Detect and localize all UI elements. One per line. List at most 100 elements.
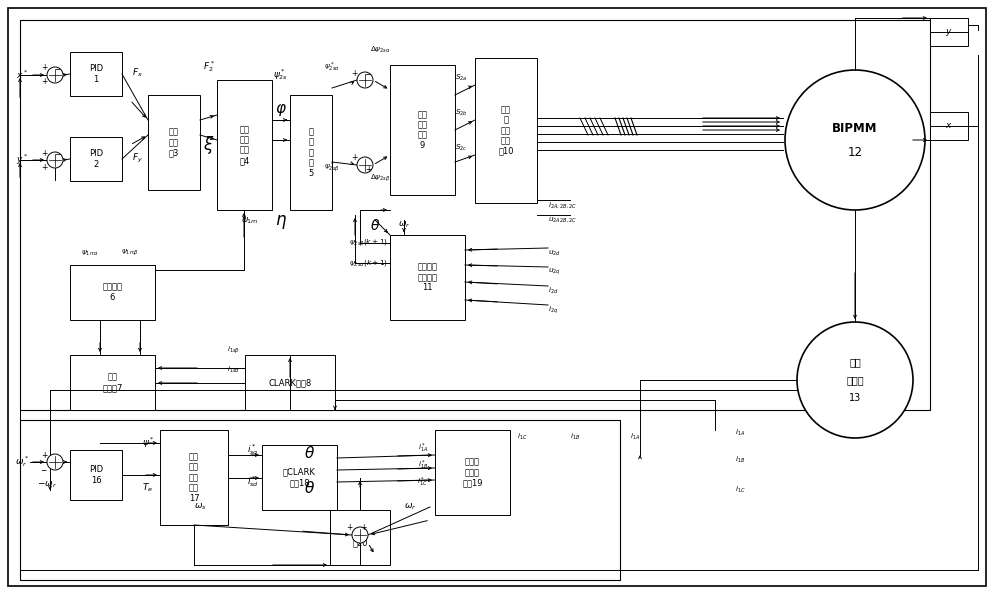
Bar	[148, 95, 200, 190]
Text: $\omega_r^*$: $\omega_r^*$	[15, 454, 29, 469]
Text: +: +	[41, 451, 47, 460]
Text: $u_{2d}$: $u_{2d}$	[548, 248, 561, 257]
Text: $S_{2b}$: $S_{2b}$	[455, 108, 468, 118]
Bar	[70, 450, 122, 500]
Text: $i_{sd}^*$: $i_{sd}^*$	[247, 475, 259, 490]
Text: $i_{1A}$: $i_{1A}$	[630, 432, 640, 442]
Text: $\omega_r$: $\omega_r$	[398, 220, 410, 230]
Text: $\psi_{1m\beta}$: $\psi_{1m\beta}$	[121, 248, 139, 259]
Text: $i_{sq}^*$: $i_{sq}^*$	[247, 442, 259, 458]
Text: $-$: $-$	[54, 149, 62, 158]
Text: 反CLARK
变换18: 反CLARK 变换18	[283, 468, 316, 487]
Text: $\psi_{2s\alpha}^*$: $\psi_{2s\alpha}^*$	[324, 60, 340, 73]
Text: $\varphi$: $\varphi$	[275, 102, 287, 118]
Bar	[930, 18, 968, 46]
Text: 两电
平
三相
逆变
器10: 两电 平 三相 逆变 器10	[498, 105, 514, 156]
Bar	[20, 20, 930, 410]
Text: CLARK变换8: CLARK变换8	[268, 378, 312, 387]
Bar	[262, 445, 337, 510]
Text: $i_{1s\alpha}$: $i_{1s\alpha}$	[227, 365, 240, 375]
Text: 悬浮
力计
算模
块4: 悬浮 力计 算模 块4	[239, 125, 250, 165]
Text: 矢量合成
6: 矢量合成 6	[103, 283, 122, 302]
Text: $u_{2A2B,2C}$: $u_{2A2B,2C}$	[548, 216, 577, 224]
Text: $i_{2d}$: $i_{2d}$	[548, 286, 558, 296]
Text: 积分
器20: 积分 器20	[352, 528, 368, 547]
Bar	[20, 420, 620, 580]
Bar	[330, 510, 390, 565]
Text: $\eta$: $\eta$	[275, 213, 287, 231]
Text: $\psi_{2s}^*$: $\psi_{2s}^*$	[273, 67, 289, 82]
Text: PID
2: PID 2	[89, 149, 103, 169]
Text: +: +	[365, 165, 371, 174]
Bar	[435, 430, 510, 515]
Text: +: +	[351, 153, 357, 162]
Text: $\omega_s$: $\omega_s$	[194, 501, 206, 512]
Text: 悬浮绕组
磁链预测
11: 悬浮绕组 磁链预测 11	[418, 263, 438, 293]
Bar	[290, 95, 332, 210]
Bar	[245, 355, 335, 410]
Text: $-\omega_r$: $-\omega_r$	[37, 480, 57, 490]
Text: $y^*$: $y^*$	[16, 153, 28, 167]
Bar	[930, 112, 968, 140]
Text: $i_{1B}$: $i_{1B}$	[570, 432, 580, 442]
Text: $i_{2q}$: $i_{2q}$	[548, 304, 558, 316]
Text: $i_{1A}^*$: $i_{1A}^*$	[418, 441, 428, 455]
Bar	[475, 58, 537, 203]
Text: $y$: $y$	[945, 26, 953, 38]
Text: PID
16: PID 16	[89, 465, 103, 485]
Text: 13: 13	[849, 393, 861, 403]
Circle shape	[47, 454, 63, 470]
Text: +: +	[41, 149, 47, 158]
Text: 电流调
节型逆
变器19: 电流调 节型逆 变器19	[462, 457, 483, 487]
Text: $\psi_{2s\alpha}(k+1)$: $\psi_{2s\alpha}(k+1)$	[349, 258, 388, 268]
Text: $\Delta\psi_{2s\beta}$: $\Delta\psi_{2s\beta}$	[370, 173, 390, 184]
Text: $\xi$: $\xi$	[203, 134, 215, 156]
Text: $\theta$: $\theta$	[304, 445, 316, 461]
Text: 极坐
标变
换3: 极坐 标变 换3	[169, 128, 179, 158]
Circle shape	[47, 67, 63, 83]
Bar	[70, 52, 122, 96]
Text: $i_{2A,2B,2C}$: $i_{2A,2B,2C}$	[548, 200, 577, 210]
Text: $x$: $x$	[945, 122, 953, 131]
Text: $S_{2a}$: $S_{2a}$	[455, 73, 468, 83]
Text: $\Delta\psi_{2s\alpha}$: $\Delta\psi_{2s\alpha}$	[370, 45, 390, 55]
Text: $\psi_{2s\beta}^*$: $\psi_{2s\beta}^*$	[324, 161, 340, 176]
Text: $u_{2q}$: $u_{2q}$	[548, 267, 561, 277]
Bar	[70, 137, 122, 181]
Text: PID
1: PID 1	[89, 64, 103, 84]
Circle shape	[352, 527, 368, 543]
Text: $\psi_{2s\beta}(k+1)$: $\psi_{2s\beta}(k+1)$	[349, 237, 388, 249]
Text: 编码器: 编码器	[846, 375, 864, 385]
Text: $\theta$: $\theta$	[304, 480, 316, 496]
Text: BIPMM: BIPMM	[832, 122, 878, 134]
Circle shape	[357, 157, 373, 173]
Text: $S_{2c}$: $S_{2c}$	[455, 143, 468, 153]
Bar	[70, 265, 155, 320]
Text: $F_2^*$: $F_2^*$	[203, 60, 215, 75]
Text: $F_y$: $F_y$	[132, 152, 144, 165]
Text: 气隙
磁场
定向
控制
17: 气隙 磁场 定向 控制 17	[189, 452, 199, 503]
Text: $-$: $-$	[54, 63, 62, 72]
Text: 光电: 光电	[849, 357, 861, 367]
Text: 坐
标
变
换
5: 坐 标 变 换 5	[308, 127, 314, 178]
Bar	[70, 355, 155, 410]
Bar	[160, 430, 228, 525]
Text: +: +	[360, 524, 366, 533]
Text: $i_{1C}$: $i_{1C}$	[735, 485, 746, 495]
Text: +: +	[351, 69, 357, 78]
Text: $-$: $-$	[364, 69, 372, 78]
Text: $\psi_{1m}$: $\psi_{1m}$	[241, 214, 259, 226]
Text: $F_x$: $F_x$	[132, 67, 144, 79]
Text: $i_{1C}$: $i_{1C}$	[517, 432, 528, 442]
Text: $i_{1B}^*$: $i_{1B}^*$	[418, 458, 428, 472]
Text: 目标
函数
寻优
9: 目标 函数 寻优 9	[418, 110, 428, 150]
Text: +: +	[41, 162, 47, 171]
Text: $\theta$: $\theta$	[370, 217, 380, 232]
Bar	[217, 80, 272, 210]
Text: $i_{1C}^*$: $i_{1C}^*$	[417, 475, 428, 489]
Text: 磁链
观测器7: 磁链 观测器7	[102, 373, 123, 392]
Text: +: +	[346, 524, 352, 533]
Text: +: +	[41, 78, 47, 87]
Text: $x^*$: $x^*$	[16, 69, 28, 81]
Text: $\psi_{1m\alpha}$: $\psi_{1m\alpha}$	[81, 248, 99, 257]
